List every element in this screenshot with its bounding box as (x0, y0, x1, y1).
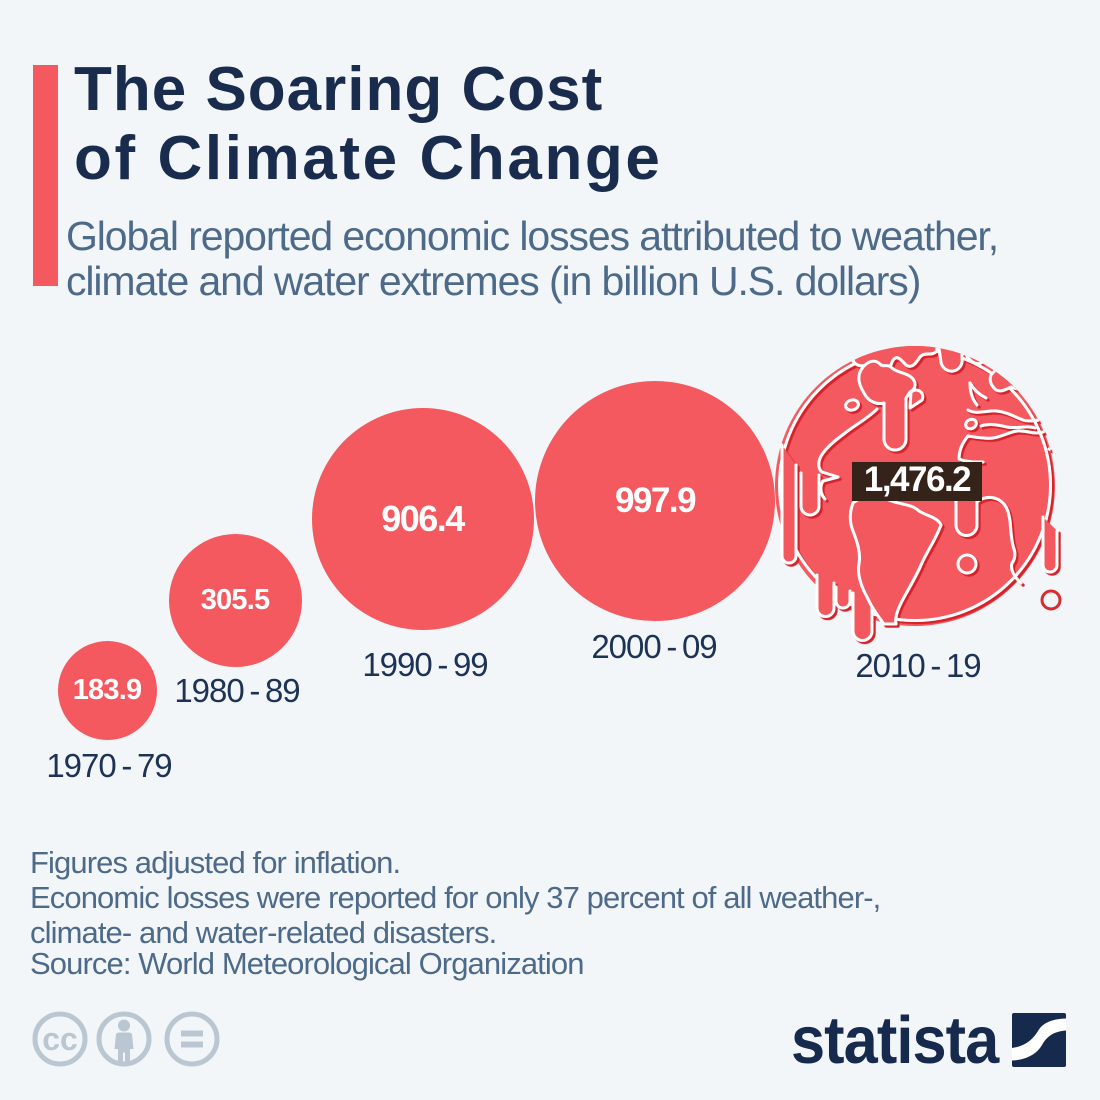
svg-text:cc: cc (42, 1021, 78, 1057)
